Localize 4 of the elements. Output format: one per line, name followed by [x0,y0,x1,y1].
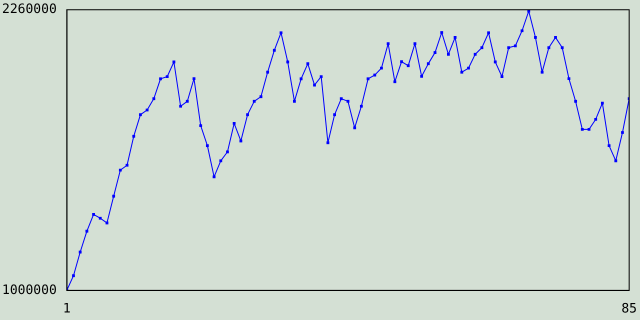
y-tick-label: 1000000 [2,282,57,298]
x-tick-label: 1 [62,302,71,317]
x-tick-label: 85 [621,302,637,317]
y-tick-label: 2260000 [2,2,57,18]
